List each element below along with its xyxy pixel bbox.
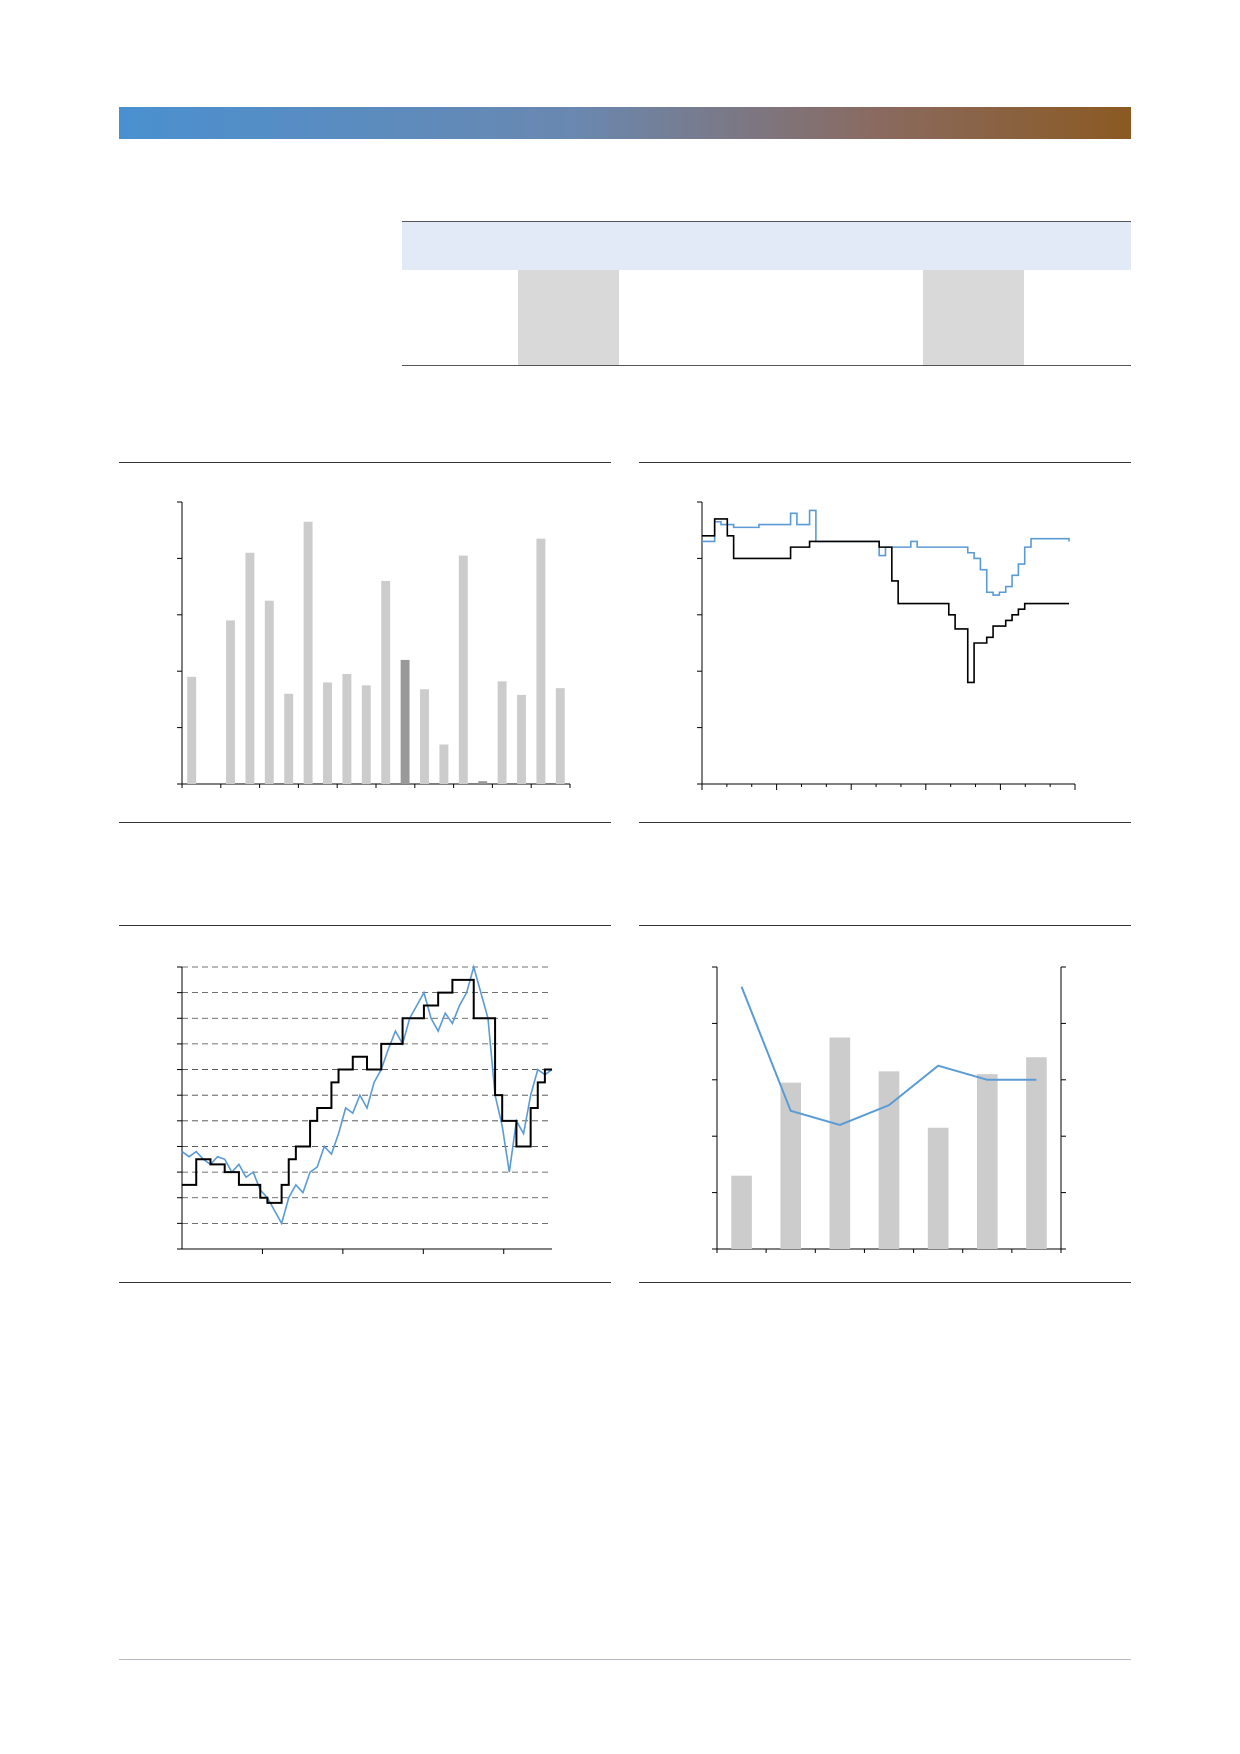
bar	[303, 521, 313, 784]
summary-table	[402, 221, 1131, 366]
bar	[829, 1037, 851, 1249]
bar	[976, 1074, 998, 1249]
bar	[536, 538, 546, 784]
summary-highlight-cell	[518, 270, 619, 365]
panel-1-bottom-rule	[119, 822, 611, 823]
bar	[420, 689, 429, 784]
panel-4-top-rule	[639, 925, 1131, 926]
summary-header-row	[402, 222, 1131, 270]
footer-rule	[119, 1659, 1131, 1660]
series-line	[702, 518, 1069, 684]
bar	[323, 682, 332, 784]
header-banner	[119, 107, 1131, 139]
panel-1-top-rule	[119, 462, 611, 463]
bar	[780, 1082, 802, 1249]
summary-top-rule	[402, 221, 1131, 222]
bar	[361, 685, 371, 784]
series-line	[182, 978, 552, 1204]
summary-highlight-cell	[923, 270, 1024, 365]
bar	[187, 676, 197, 784]
bar	[400, 659, 410, 784]
bar-chart	[177, 501, 571, 788]
bar	[731, 1175, 752, 1249]
panel-2-bottom-rule	[639, 822, 1131, 823]
series-line	[740, 986, 1037, 1126]
bar	[555, 688, 565, 784]
bar	[517, 694, 526, 784]
bar	[878, 1071, 900, 1249]
panel-3-bottom-rule	[119, 1282, 611, 1283]
combo-chart	[712, 966, 1066, 1253]
panel-2-top-rule	[639, 462, 1131, 463]
line-chart	[697, 501, 1076, 790]
bar	[264, 600, 274, 784]
bar	[927, 1127, 949, 1249]
series-line	[702, 509, 1070, 596]
bar	[342, 674, 352, 784]
panel-4-bottom-rule	[639, 1282, 1131, 1283]
bar	[458, 555, 468, 784]
bar	[226, 620, 235, 784]
bar	[381, 580, 391, 784]
bar	[284, 693, 294, 784]
bar	[245, 552, 255, 784]
bar	[439, 744, 449, 784]
bar	[478, 781, 488, 784]
line-chart-gridded	[177, 964, 553, 1254]
panel-3-top-rule	[119, 925, 611, 926]
bar	[1026, 1057, 1047, 1249]
series-line	[181, 964, 553, 1226]
bar	[497, 681, 507, 784]
summary-bottom-rule	[402, 365, 1131, 366]
